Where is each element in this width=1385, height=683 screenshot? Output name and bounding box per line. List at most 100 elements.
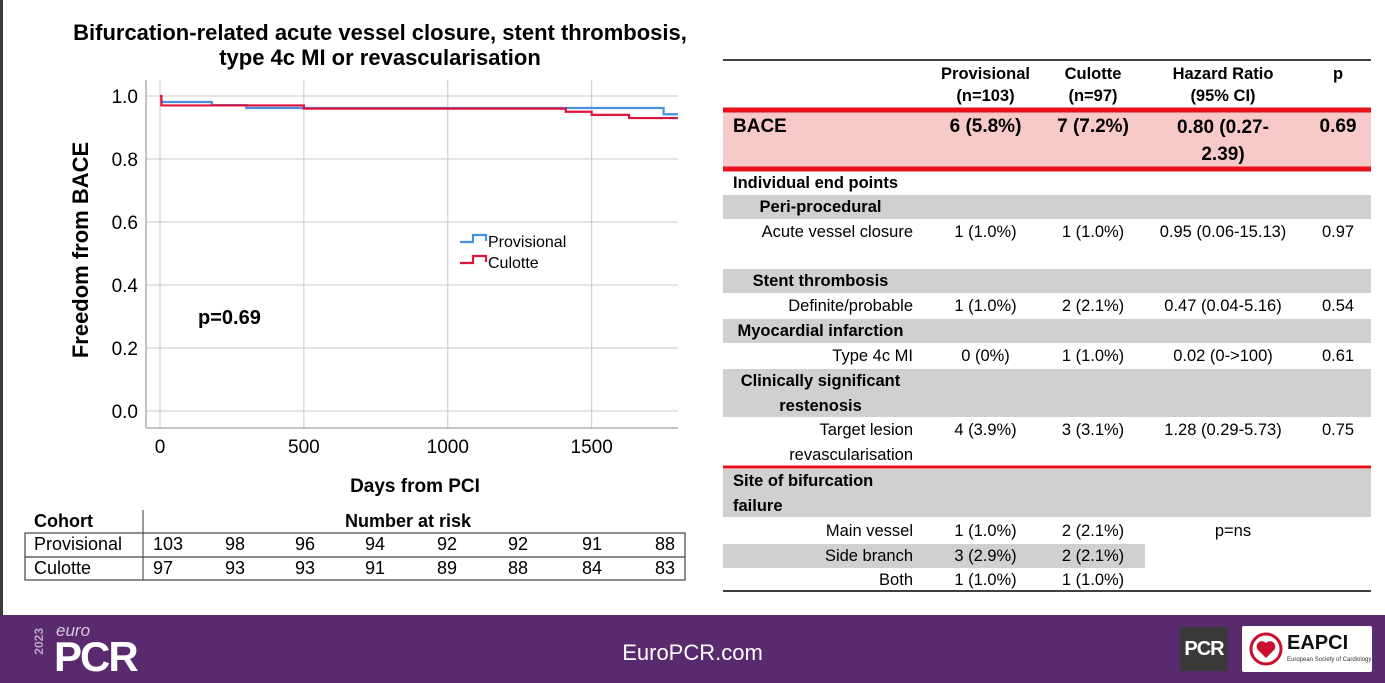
chart-curves bbox=[160, 94, 678, 120]
section-row: Myocardial infarction bbox=[723, 319, 1371, 343]
logo-year: 2023 bbox=[32, 628, 46, 655]
series-line-culotte bbox=[160, 94, 678, 120]
site-row-label: Side branch bbox=[824, 546, 913, 565]
footer-url[interactable]: EuroPCR.com bbox=[622, 640, 763, 665]
individual-endpoints-row: Individual end points bbox=[723, 171, 1371, 195]
site-row-value-prov: 3 (2.9%) bbox=[954, 546, 1017, 565]
bace-p: 0.69 bbox=[1319, 116, 1357, 137]
legend-label: Culotte bbox=[488, 255, 539, 272]
endpoint-row: Acute vessel closure 1 (1.0%) 1 (1.0%) 0.95… bbox=[723, 220, 1371, 268]
heart-icon bbox=[1249, 632, 1283, 666]
risk-value: 91 bbox=[582, 534, 603, 554]
y-tick-label: 0.4 bbox=[112, 276, 139, 297]
risk-value: 92 bbox=[508, 534, 529, 554]
y-tick-label: 1.0 bbox=[112, 87, 138, 108]
row-value-prov: 1 (1.0%) bbox=[954, 297, 1017, 315]
endpoint-row: Definite/probable 1 (1.0%) 2 (2.1%) 0.47 (0… bbox=[723, 294, 1371, 318]
row-value-cul: 1 (1.0%) bbox=[1061, 223, 1125, 241]
site-failure-row: Site of bifurcation failure bbox=[723, 469, 1371, 517]
bace-hazard-ratio: 0.80 (0.27-2.39) bbox=[1177, 117, 1269, 165]
risk-value: 97 bbox=[153, 558, 174, 578]
risk-value: 96 bbox=[295, 534, 316, 554]
table-header-row: Provisional (n=103) Culotte (n=97) Hazar… bbox=[723, 63, 1371, 111]
row-label: Clinically significant restenosis bbox=[740, 372, 901, 415]
logo-euro: euro bbox=[56, 621, 91, 640]
table-rules bbox=[723, 59, 1371, 592]
risk-value: 103 bbox=[153, 534, 184, 554]
endpoint-row: Target lesion revascularisation 4 (3.9%) 3… bbox=[723, 418, 1371, 466]
risk-value: 94 bbox=[365, 534, 386, 554]
row-value-p: 0.61 bbox=[1321, 347, 1355, 365]
risk-value: 93 bbox=[295, 558, 316, 578]
site-row-value-cul: 2 (2.1%) bbox=[1061, 546, 1125, 565]
risk-row-name: Provisional bbox=[34, 534, 123, 554]
row-value-p: 0.75 bbox=[1321, 421, 1355, 439]
section-row: Clinically significant restenosis bbox=[723, 369, 1371, 417]
section-row: Peri-procedural bbox=[723, 195, 1371, 219]
bace-provisional: 6 (5.8%) bbox=[949, 116, 1022, 137]
risk-header: Number at risk bbox=[345, 511, 472, 531]
risk-value: 83 bbox=[655, 558, 676, 578]
site-p-value: p=ns bbox=[1214, 522, 1252, 540]
site-row-value-prov: 1 (1.0%) bbox=[954, 522, 1017, 540]
row-value-prov: 1 (1.0%) bbox=[954, 223, 1017, 241]
chart-ticks: 0.0 0.2 0.4 0.6 0.8 1.0 0 500 1000 1500 bbox=[112, 87, 613, 458]
risk-value: 93 bbox=[225, 558, 246, 578]
logo-pcr: PCR bbox=[54, 633, 139, 680]
risk-value: 92 bbox=[437, 534, 458, 554]
site-p-row: p=ns bbox=[723, 519, 1371, 543]
site-failure-label: Site of bifurcation failure bbox=[733, 472, 874, 515]
km-chart: 0.0 0.2 0.4 0.6 0.8 1.0 0 500 1000 1500 Provision… bbox=[24, 80, 686, 581]
row-value-cul: 2 (2.1%) bbox=[1061, 297, 1125, 315]
row-label: Myocardial infarction bbox=[737, 322, 904, 340]
slide-left-border bbox=[0, 0, 3, 615]
bace-row: BACE 6 (5.8%) 7 (7.2%) 0.80 (0.27-2.39) … bbox=[723, 114, 1371, 168]
eapci-subtext: European Society of Cardiology bbox=[1287, 657, 1372, 663]
header-provisional: Provisional (n=103) bbox=[941, 65, 1030, 105]
footer-bar: EuroPCR.com bbox=[0, 615, 1385, 683]
site-row-value-prov: 1 (1.0%) bbox=[954, 571, 1017, 589]
row-value-prov: 4 (3.9%) bbox=[954, 421, 1017, 439]
bace-label: BACE bbox=[733, 116, 787, 137]
header-hazard-ratio: Hazard Ratio (95% CI) bbox=[1172, 65, 1274, 105]
risk-value: 91 bbox=[365, 558, 386, 578]
legend-swatch bbox=[460, 254, 488, 265]
row-value-p: 0.54 bbox=[1321, 297, 1355, 315]
y-tick-label: 0.2 bbox=[112, 339, 138, 360]
legend-swatch bbox=[460, 233, 488, 244]
risk-value: 88 bbox=[508, 558, 529, 578]
eapci-logo: EAPCI European Society of Cardiology bbox=[1242, 626, 1372, 672]
eapci-text: EAPCI bbox=[1287, 632, 1349, 654]
x-axis-label: Days from PCI bbox=[350, 476, 480, 497]
site-row-label: Main vessel bbox=[825, 522, 913, 540]
site-row-label: Both bbox=[879, 571, 913, 589]
row-label: Stent thrombosis bbox=[752, 272, 889, 290]
risk-value: 89 bbox=[437, 558, 458, 578]
row-value-hr: 1.28 (0.29-5.73) bbox=[1164, 421, 1282, 439]
site-row: Both 1 (1.0%) 1 (1.0%) bbox=[723, 568, 1371, 592]
y-tick-label: 0.8 bbox=[112, 150, 138, 171]
row-value-hr: 0.47 (0.04-5.16) bbox=[1164, 297, 1282, 315]
site-row: Side branch 3 (2.9%) 2 (2.1%) bbox=[723, 543, 1145, 568]
row-label: Target lesion revascularisation bbox=[789, 421, 913, 464]
header-p: p bbox=[1332, 65, 1344, 83]
row-value-cul: 1 (1.0%) bbox=[1061, 347, 1125, 365]
site-row-value-cul: 2 (2.1%) bbox=[1061, 522, 1125, 540]
row-value-prov: 0 (0%) bbox=[961, 347, 1010, 365]
p-value-annotation: p=0.69 bbox=[198, 307, 261, 329]
header-culotte: Culotte (n=97) bbox=[1064, 65, 1122, 105]
chart-grid bbox=[146, 80, 678, 428]
row-label: Peri-procedural bbox=[759, 198, 882, 216]
endpoint-row: Type 4c MI 0 (0%) 1 (1.0%) 0.02 (0->100) 0.6… bbox=[723, 344, 1371, 368]
section-row: Stent thrombosis bbox=[723, 269, 1371, 293]
chart-axes bbox=[145, 80, 678, 429]
row-value-hr: 0.02 (0->100) bbox=[1173, 347, 1273, 365]
risk-cohort-label: Cohort bbox=[34, 511, 93, 531]
risk-row-name: Culotte bbox=[34, 558, 92, 578]
bace-culotte: 7 (7.2%) bbox=[1057, 116, 1129, 137]
y-tick-label: 0.6 bbox=[112, 213, 138, 234]
row-value-p: 0.97 bbox=[1321, 223, 1355, 241]
row-value-hr: 0.95 (0.06-15.13) bbox=[1159, 223, 1287, 241]
individual-endpoints-label: Individual end points bbox=[733, 174, 898, 192]
risk-value: 84 bbox=[582, 558, 603, 578]
